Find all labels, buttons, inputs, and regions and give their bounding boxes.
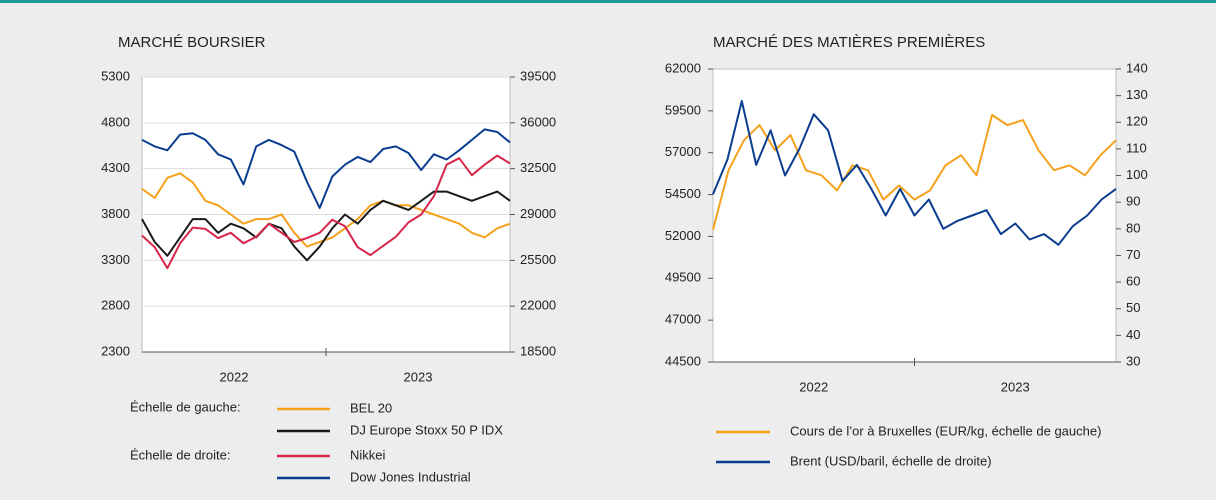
legend-label: Dow Jones Industrial (350, 469, 471, 484)
y-tick-label: 57000 (665, 144, 701, 159)
series-line (141, 128, 511, 209)
legend-label: BEL 20 (350, 400, 392, 415)
y-tick-label: 3800 (101, 206, 130, 221)
y2-tick-label: 110 (1126, 140, 1147, 155)
y2-tick-label: 22000 (520, 298, 556, 313)
y2-tick-label: 29000 (520, 206, 556, 221)
legend-label: DJ Europe Stoxx 50 P IDX (350, 422, 503, 437)
top-rule (0, 0, 1216, 3)
x-tick-label: 2023 (404, 369, 433, 384)
x-tick-label: 2023 (1001, 379, 1030, 394)
y2-tick-label: 18500 (520, 343, 556, 358)
y2-tick-label: 40 (1126, 327, 1140, 342)
y-tick-label: 3300 (101, 252, 130, 267)
chart-title: MARCHÉ BOURSIER (118, 34, 266, 51)
y2-tick-label: 120 (1126, 114, 1148, 129)
y2-tick-label: 140 (1126, 60, 1148, 75)
chart-title: MARCHÉ DES MATIÈRES PREMIÈRES (713, 34, 985, 51)
y2-tick-label: 100 (1126, 167, 1148, 182)
series-line (141, 172, 511, 248)
y2-tick-label: 36000 (520, 114, 556, 129)
series-line (141, 154, 511, 270)
series-line (712, 114, 1117, 230)
y2-tick-label: 60 (1126, 274, 1140, 289)
legend-group-label: Échelle de gauche: (130, 399, 241, 414)
x-tick-label: 2022 (799, 379, 828, 394)
y-tick-label: 2300 (101, 343, 130, 358)
series-line (141, 190, 511, 262)
y2-tick-label: 32500 (520, 160, 556, 175)
y2-tick-label: 50 (1126, 300, 1140, 315)
y-tick-label: 5300 (101, 68, 130, 83)
series-line (712, 100, 1117, 246)
y-tick-label: 52000 (665, 228, 701, 243)
y-tick-label: 2800 (101, 298, 130, 313)
y2-tick-label: 70 (1126, 247, 1140, 262)
y-tick-label: 59500 (665, 102, 701, 117)
y-tick-label: 47000 (665, 312, 701, 327)
y-tick-label: 49500 (665, 270, 701, 285)
y-tick-label: 44500 (665, 353, 701, 368)
y2-tick-label: 80 (1126, 220, 1140, 235)
y-tick-label: 62000 (665, 60, 701, 75)
y2-tick-label: 90 (1126, 194, 1140, 209)
y2-tick-label: 130 (1126, 87, 1148, 102)
y-tick-label: 4800 (101, 114, 130, 129)
legend-group-label: Échelle de droite: (130, 447, 230, 462)
y2-tick-label: 25500 (520, 252, 556, 267)
legend-label: Cours de l’or à Bruxelles (EUR/kg, échel… (790, 423, 1101, 438)
legend-label: Brent (USD/baril, échelle de droite) (790, 453, 992, 468)
y2-tick-label: 39500 (520, 68, 556, 83)
y-tick-label: 54500 (665, 186, 701, 201)
legend-label: Nikkei (350, 447, 386, 462)
x-tick-label: 2022 (220, 369, 249, 384)
y2-tick-label: 30 (1126, 353, 1140, 368)
y-tick-label: 4300 (101, 160, 130, 175)
